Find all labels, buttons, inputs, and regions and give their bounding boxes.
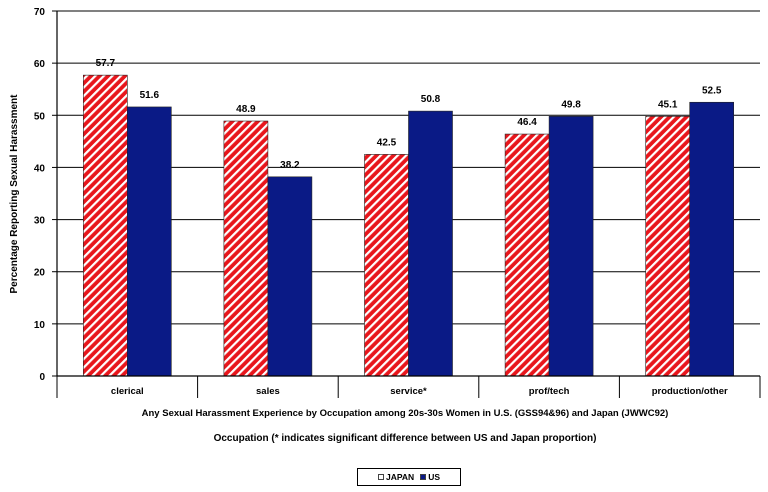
legend-label-japan: JAPAN: [386, 472, 415, 482]
bar-us: [548, 116, 594, 377]
value-labels: 57.7 51.6 48.9 38.2 42.5 50.8 46.4 49.8 45.1 52.5: [96, 58, 722, 171]
bar-us: [689, 101, 735, 377]
legend-swatch-japan: [378, 474, 384, 480]
bar-us: [408, 110, 453, 377]
x-category-label: sales: [256, 386, 280, 397]
y-tick-label: 70: [34, 7, 46, 18]
legend-item-us: US: [420, 472, 440, 482]
axes: [56, 11, 761, 398]
value-label-us: 50.8: [421, 94, 441, 105]
bar-japan: [83, 74, 128, 377]
legend-swatch-us: [420, 474, 427, 480]
x-category-label: clerical: [111, 386, 144, 397]
bar-japan: [504, 133, 550, 377]
chart-caption: Any Sexual Harassment Experience by Occu…: [142, 408, 669, 419]
bar-us: [127, 106, 172, 377]
x-category-label: prof/tech: [529, 386, 570, 397]
x-category-labels: clerical sales service* prof/tech production…: [111, 386, 728, 397]
y-tick-label: 10: [34, 320, 46, 331]
bar-japan: [645, 116, 691, 377]
bar-japan: [364, 154, 409, 377]
y-axis-title: Percentage Reporting Sexual Harassment: [9, 94, 20, 294]
x-category-label: production/other: [652, 386, 728, 397]
value-label-us: 38.2: [280, 160, 300, 171]
x-category-label: service*: [390, 386, 427, 397]
legend-item-japan: JAPAN: [378, 472, 414, 482]
value-label-us: 49.8: [561, 99, 581, 110]
value-label-japan: 46.4: [517, 117, 537, 128]
y-tick-label: 30: [34, 216, 46, 227]
value-label-japan: 45.1: [658, 99, 678, 110]
y-tick-label: 40: [34, 163, 46, 174]
value-label-japan: 57.7: [96, 58, 116, 69]
y-tick-label: 20: [34, 268, 46, 279]
value-label-japan: 48.9: [236, 104, 256, 115]
value-label-us: 52.5: [702, 85, 722, 96]
y-tick-label: 0: [39, 372, 45, 383]
bar-us: [267, 176, 313, 377]
legend: JAPAN US: [357, 468, 461, 486]
y-tick-label: 60: [34, 59, 46, 70]
value-label-japan: 42.5: [377, 137, 397, 148]
bars: [83, 74, 735, 377]
y-tick-label: 50: [34, 111, 46, 122]
value-label-us: 51.6: [140, 90, 160, 101]
legend-label-us: US: [428, 472, 440, 482]
x-axis-title: Occupation (* indicates significant diff…: [214, 433, 597, 444]
bar-japan: [223, 120, 269, 377]
y-tick-labels: 0 10 20 30 40 50 60 70: [34, 7, 57, 383]
